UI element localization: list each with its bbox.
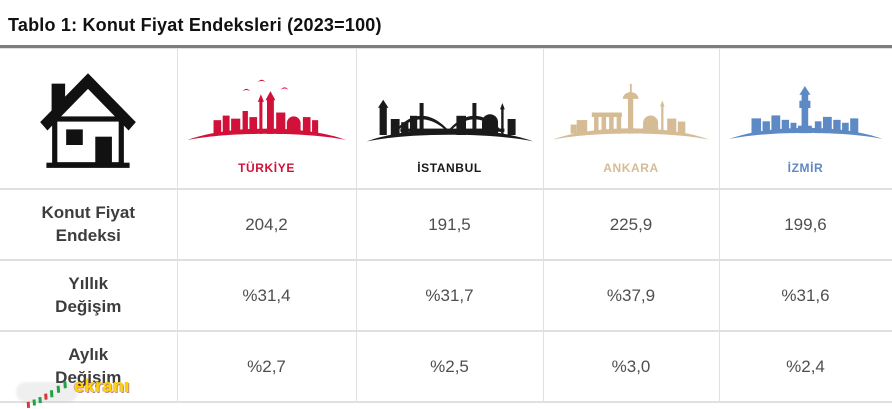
value-cell: %3,0 (542, 330, 720, 403)
table-row-konut-fiyat-endeksi: Konut Fiyat Endeksi 204,2 191,5 225,9 19… (0, 188, 892, 261)
value-cell: %31,4 (176, 259, 357, 332)
table-row-aylik-degisim: Aylık Değişim %2,7 %2,5 %3,0 %2,4 (0, 330, 892, 403)
column-label-izmir: İZMİR (787, 161, 824, 175)
value-cell: 204,2 (176, 188, 357, 261)
value-cell: %31,6 (718, 259, 892, 332)
page-title: Tablo 1: Konut Fiyat Endeksleri (2023=10… (8, 15, 382, 35)
column-label-ankara: ANKARA (603, 161, 659, 175)
column-header-istanbul: İSTANBUL (355, 48, 544, 190)
housing-price-index-table: TÜRKİYE (0, 48, 892, 403)
value-cell: 191,5 (355, 188, 544, 261)
column-label-turkiye: TÜRKİYE (238, 161, 295, 175)
row-label-aylik-degisim: Aylık Değişim (0, 330, 178, 403)
column-header-ankara: ANKARA (542, 48, 720, 190)
turkiye-skyline-icon (183, 62, 351, 160)
house-icon (36, 66, 140, 172)
value-cell: 225,9 (542, 188, 720, 261)
table-row-yillik-degisim: Yıllık Değişim %31,4 %31,7 %37,9 %31,6 (0, 259, 892, 332)
header-row: TÜRKİYE (0, 48, 892, 190)
value-cell: %37,9 (542, 259, 720, 332)
row-label-konut-fiyat-endeksi: Konut Fiyat Endeksi (0, 188, 178, 261)
column-header-turkiye: TÜRKİYE (176, 48, 357, 190)
istanbul-skyline-icon (362, 62, 538, 160)
value-cell: 199,6 (718, 188, 892, 261)
ankara-skyline-icon (548, 62, 714, 160)
value-cell: %2,4 (718, 330, 892, 403)
izmir-skyline-icon (725, 62, 887, 160)
title-divider (0, 45, 892, 48)
row-label-yillik-degisim: Yıllık Değişim (0, 259, 178, 332)
column-header-izmir: İZMİR (718, 48, 892, 190)
value-cell: %2,5 (355, 330, 544, 403)
value-cell: %31,7 (355, 259, 544, 332)
house-header-cell (0, 48, 178, 190)
column-label-istanbul: İSTANBUL (417, 161, 482, 175)
value-cell: %2,7 (176, 330, 357, 403)
